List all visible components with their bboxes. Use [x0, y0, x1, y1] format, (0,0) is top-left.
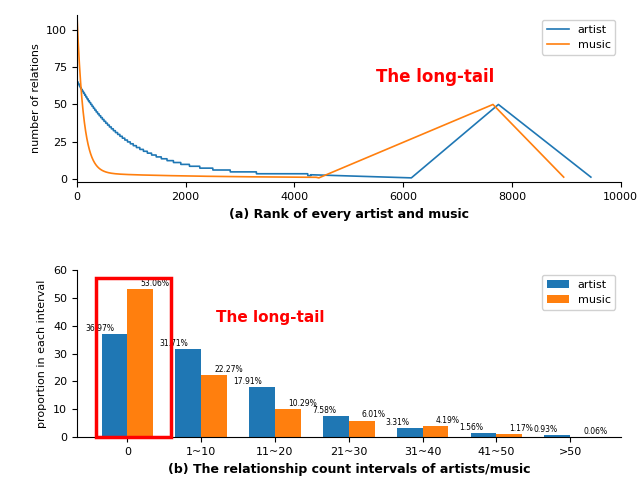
Text: 1.17%: 1.17% — [509, 424, 533, 433]
Text: 17.91%: 17.91% — [234, 377, 262, 386]
Bar — [275, 409, 301, 437]
Text: 0.93%: 0.93% — [533, 425, 557, 434]
Bar — [545, 435, 570, 437]
music — [268, 174, 275, 180]
Bar — [127, 289, 153, 437]
artist — [408, 175, 415, 181]
Legend: artist, music: artist, music — [542, 20, 615, 54]
Text: The long-tail: The long-tail — [216, 310, 324, 325]
Legend: artist, music: artist, music — [542, 275, 615, 310]
Text: 10.29%: 10.29% — [288, 399, 317, 407]
Text: 0.06%: 0.06% — [583, 427, 607, 436]
Bar — [249, 387, 275, 437]
music — [96, 166, 104, 172]
music — [209, 174, 217, 179]
Text: 4.19%: 4.19% — [436, 416, 460, 425]
Bar — [97, 278, 172, 437]
music — [285, 174, 292, 180]
Y-axis label: number of relations: number of relations — [31, 44, 40, 154]
Bar — [422, 426, 449, 437]
Text: 7.58%: 7.58% — [312, 406, 336, 415]
Bar — [349, 420, 374, 437]
artist — [587, 174, 595, 180]
artist — [250, 169, 257, 175]
artist — [285, 171, 292, 177]
music — [282, 174, 290, 180]
artist — [136, 146, 144, 152]
Text: The long-tail: The long-tail — [376, 69, 494, 87]
artist — [222, 167, 230, 173]
Text: 31.71%: 31.71% — [159, 339, 188, 347]
Y-axis label: proportion in each interval: proportion in each interval — [37, 279, 47, 428]
Line: artist: artist — [77, 80, 591, 178]
X-axis label: (b) The relationship count intervals of artists/music: (b) The relationship count intervals of … — [168, 463, 530, 476]
artist — [73, 77, 81, 83]
Text: 1.56%: 1.56% — [460, 423, 483, 432]
Bar — [323, 416, 349, 437]
Text: 36.97%: 36.97% — [86, 324, 115, 333]
Bar — [102, 334, 127, 437]
Bar — [397, 428, 422, 437]
Text: 53.06%: 53.06% — [140, 279, 169, 288]
Bar — [497, 434, 522, 437]
Line: music: music — [77, 12, 564, 178]
Text: 3.31%: 3.31% — [386, 418, 410, 427]
music — [315, 175, 323, 181]
music — [73, 9, 81, 15]
music — [560, 174, 568, 180]
Text: 22.27%: 22.27% — [214, 365, 243, 374]
Bar — [175, 349, 201, 437]
artist — [98, 115, 106, 121]
music — [150, 173, 157, 178]
Bar — [470, 433, 497, 437]
Bar — [201, 375, 227, 437]
artist — [207, 165, 215, 171]
Text: 6.01%: 6.01% — [362, 411, 386, 419]
X-axis label: (a) Rank of every artist and music: (a) Rank of every artist and music — [229, 208, 468, 221]
